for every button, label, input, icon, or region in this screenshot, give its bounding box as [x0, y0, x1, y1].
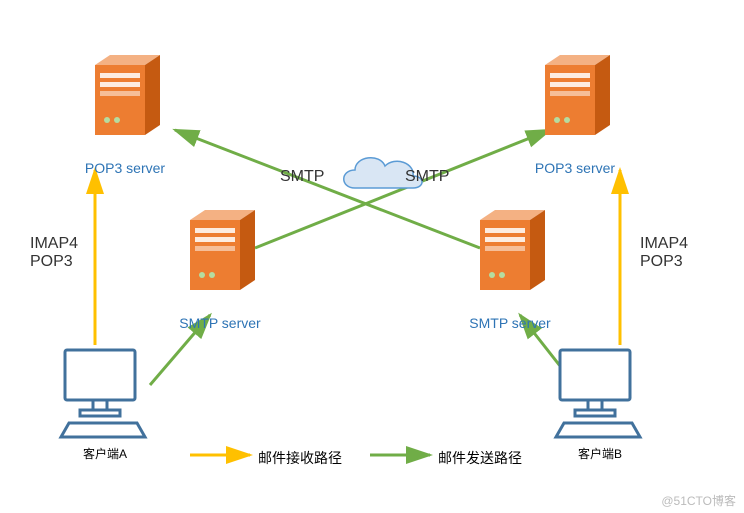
- server-icon: [470, 210, 550, 310]
- pop3-left-label: POP3 server: [75, 160, 175, 176]
- legend-send-label: 邮件发送路径: [438, 448, 522, 468]
- legend-receive-label: 邮件接收路径: [258, 448, 342, 468]
- imap-right-label: IMAP4 POP3: [640, 235, 688, 271]
- smtp-server-left: [180, 210, 260, 315]
- client-b-label: 客户端B: [565, 445, 635, 462]
- smtp-left-label: SMTP server: [170, 315, 270, 331]
- server-icon: [535, 55, 615, 155]
- client-icon: [55, 345, 155, 440]
- client-a-label: 客户端A: [70, 445, 140, 462]
- server-icon: [85, 55, 165, 155]
- client-b: [550, 345, 650, 445]
- pop3-server-right: [535, 55, 615, 160]
- pop3-right-label: POP3 server: [525, 160, 625, 176]
- client-icon: [550, 345, 650, 440]
- smtp-label-left: SMTP: [280, 168, 324, 186]
- smtp-server-right: [470, 210, 550, 315]
- watermark: @51CTO博客: [661, 492, 736, 509]
- imap-left-label: IMAP4 POP3: [30, 235, 78, 271]
- smtp-label-right: SMTP: [405, 168, 449, 186]
- smtp-right-label: SMTP server: [460, 315, 560, 331]
- pop3-server-left: [85, 55, 165, 160]
- client-a: [55, 345, 155, 445]
- server-icon: [180, 210, 260, 310]
